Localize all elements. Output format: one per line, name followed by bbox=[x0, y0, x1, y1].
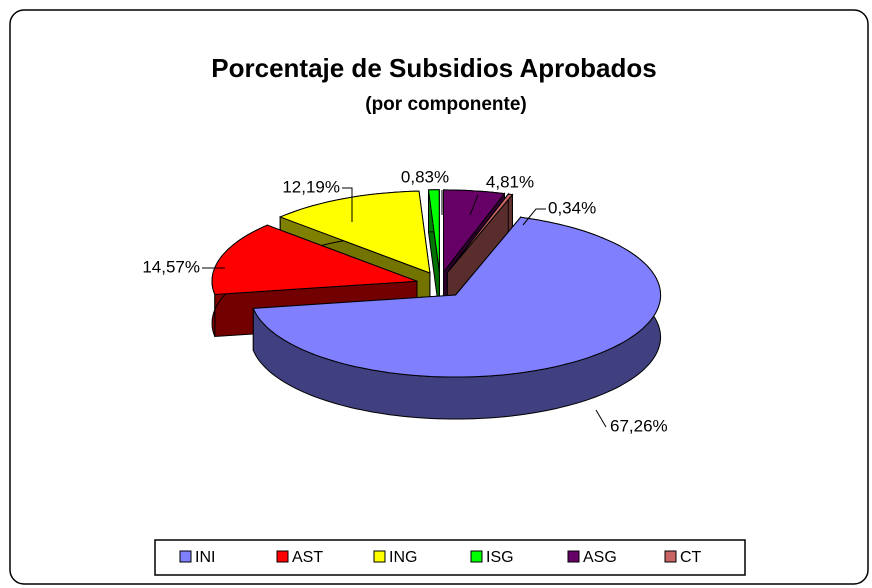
data-label: 4,81% bbox=[486, 172, 534, 191]
slice bbox=[442, 189, 506, 274]
legend-swatch bbox=[567, 550, 580, 563]
leader-line bbox=[522, 208, 546, 226]
legend-label: CT bbox=[680, 549, 702, 566]
data-label: 0,83% bbox=[401, 167, 449, 186]
slice bbox=[252, 216, 662, 378]
data-label: 0,34% bbox=[548, 198, 596, 217]
legend-swatch bbox=[470, 550, 483, 563]
legend-swatch bbox=[664, 550, 677, 563]
data-label: 67,26% bbox=[610, 416, 668, 435]
slice bbox=[278, 190, 431, 274]
legend-label: AST bbox=[292, 549, 323, 566]
legend-label: ASG bbox=[583, 549, 617, 566]
slice bbox=[427, 189, 440, 272]
data-label: 12,19% bbox=[282, 177, 340, 196]
leader-line bbox=[342, 187, 353, 222]
legend-label: INI bbox=[195, 549, 215, 566]
legend-swatch bbox=[179, 550, 192, 563]
data-label: 14,57% bbox=[142, 257, 200, 276]
chart-subtitle: (por componente) bbox=[365, 94, 527, 115]
legend-swatch bbox=[276, 550, 289, 563]
legend-box bbox=[154, 539, 746, 576]
leader-line bbox=[469, 194, 479, 216]
slice bbox=[447, 193, 514, 273]
legend-swatch bbox=[373, 550, 386, 563]
legend-label: ISG bbox=[486, 549, 514, 566]
slice bbox=[211, 224, 418, 296]
legend-label: ING bbox=[389, 549, 417, 566]
leader-line bbox=[595, 409, 607, 428]
chart-title: Porcentaje de Subsidios Aprobados bbox=[211, 53, 656, 83]
pie bbox=[211, 189, 662, 420]
